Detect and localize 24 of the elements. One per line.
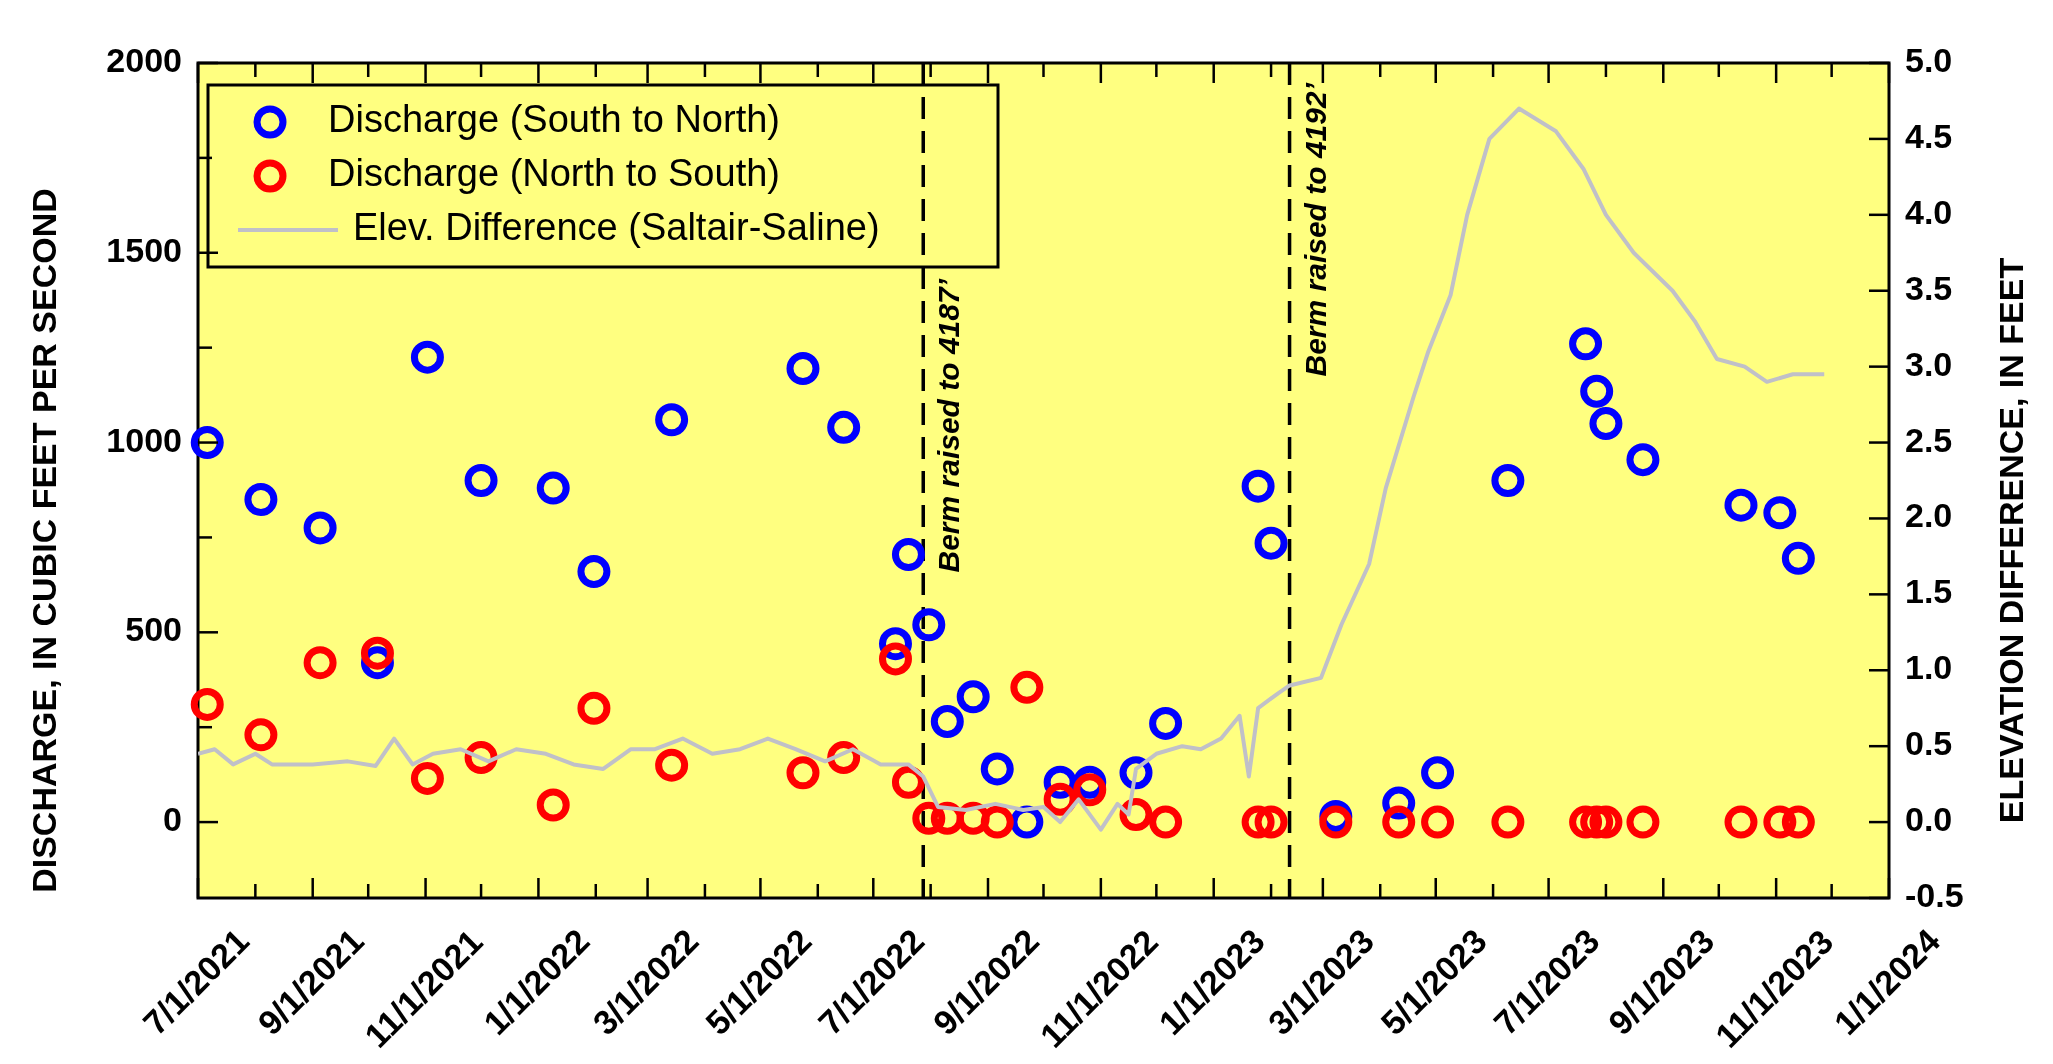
legend-label: Discharge (North to South) [328, 152, 780, 195]
y-axis-title: DISCHARGE, IN CUBIC FEET PER SECOND [25, 188, 63, 893]
y2-tick-label: 5.0 [1905, 40, 1953, 79]
y2-tick-label: 1.0 [1905, 648, 1953, 687]
y2-tick-label: 1.5 [1905, 572, 1953, 611]
y2-tick-label: 3.5 [1905, 268, 1953, 307]
y-tick-label: 2000 [106, 40, 182, 79]
y-tick-label: 1500 [106, 230, 182, 269]
y-tick-label: 1000 [106, 420, 182, 459]
y-tick-label: 500 [125, 610, 182, 649]
legend-label: Elev. Difference (Saltair-Saline) [353, 206, 880, 249]
y2-tick-label: 4.5 [1905, 116, 1953, 155]
y2-tick-label: 2.0 [1905, 496, 1953, 535]
ref-line-label: Berm raised to 4187’ [932, 278, 966, 573]
y2-tick-label: -0.5 [1905, 875, 1964, 914]
y2-tick-label: 3.0 [1905, 344, 1953, 383]
y2-tick-label: 2.5 [1905, 420, 1953, 459]
y-tick-label: 0 [163, 800, 182, 839]
y2-tick-label: 0.5 [1905, 724, 1953, 763]
legend-label: Discharge (South to North) [328, 98, 780, 141]
y2-tick-label: 4.0 [1905, 192, 1953, 231]
y2-axis-title: ELEVATION DIFFERENCE, IN FEET [1992, 257, 2030, 824]
y2-tick-label: 0.0 [1905, 800, 1953, 839]
ref-line-label: Berm raised to 4192’ [1298, 82, 1332, 377]
